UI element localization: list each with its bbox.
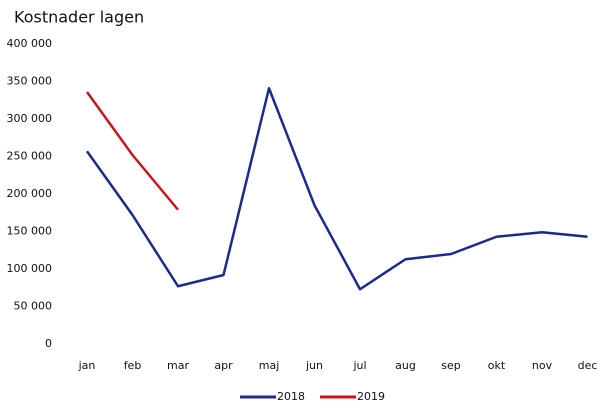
x-tick-label: jun <box>305 359 323 372</box>
y-tick-label: 400 000 <box>7 37 53 50</box>
y-tick-label: 0 <box>45 337 52 350</box>
x-tick-label: aug <box>395 359 416 372</box>
y-tick-label: 250 000 <box>7 150 53 163</box>
y-tick-label: 350 000 <box>7 75 53 88</box>
chart-title: Kostnader lagen <box>14 8 144 27</box>
x-tick-label: nov <box>532 359 553 372</box>
series-line <box>85 87 588 291</box>
legend-label: 2019 <box>357 390 385 403</box>
x-tick-label: jul <box>352 359 366 372</box>
y-tick-label: 200 000 <box>7 187 53 200</box>
series-line <box>85 91 179 211</box>
legend-label: 2018 <box>277 390 305 403</box>
x-tick-label: sep <box>441 359 460 372</box>
x-tick-label: feb <box>124 359 142 372</box>
y-tick-label: 50 000 <box>14 300 53 313</box>
x-tick-label: dec <box>578 359 598 372</box>
y-tick-label: 100 000 <box>7 262 53 275</box>
x-tick-label: maj <box>259 359 280 372</box>
y-tick-label: 150 000 <box>7 225 53 238</box>
x-tick-label: mar <box>167 359 189 372</box>
x-tick-label: jan <box>78 359 96 372</box>
x-tick-label: apr <box>214 359 233 372</box>
x-tick-label: okt <box>488 359 506 372</box>
y-tick-label: 300 000 <box>7 112 53 125</box>
